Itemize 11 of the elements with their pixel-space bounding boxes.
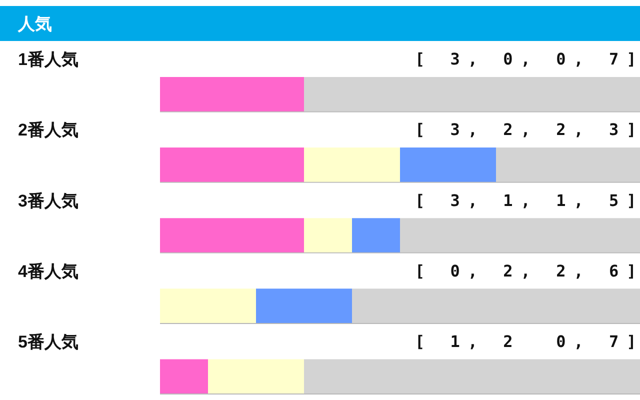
annotation: [ 3, 1, 1, 5]: [415, 190, 640, 210]
y-tick-label: 3番人気: [18, 191, 78, 210]
annotation: [ 3, 0, 0, 7]: [415, 50, 640, 69]
chart-title: 人気: [17, 14, 52, 34]
annotation: [ 3, 2, 2, 3]: [415, 120, 640, 140]
y-tick-label: 4番人気: [18, 262, 78, 281]
y-tick-label: 1番人気: [18, 50, 78, 70]
annotation: [ 0, 2, 2, 6]: [415, 261, 640, 280]
y-tick-label: 5番人気: [18, 332, 78, 352]
annotation: [ 1, 2 0, 7]: [415, 332, 640, 351]
y-tick-label: 2番人気: [18, 120, 78, 140]
